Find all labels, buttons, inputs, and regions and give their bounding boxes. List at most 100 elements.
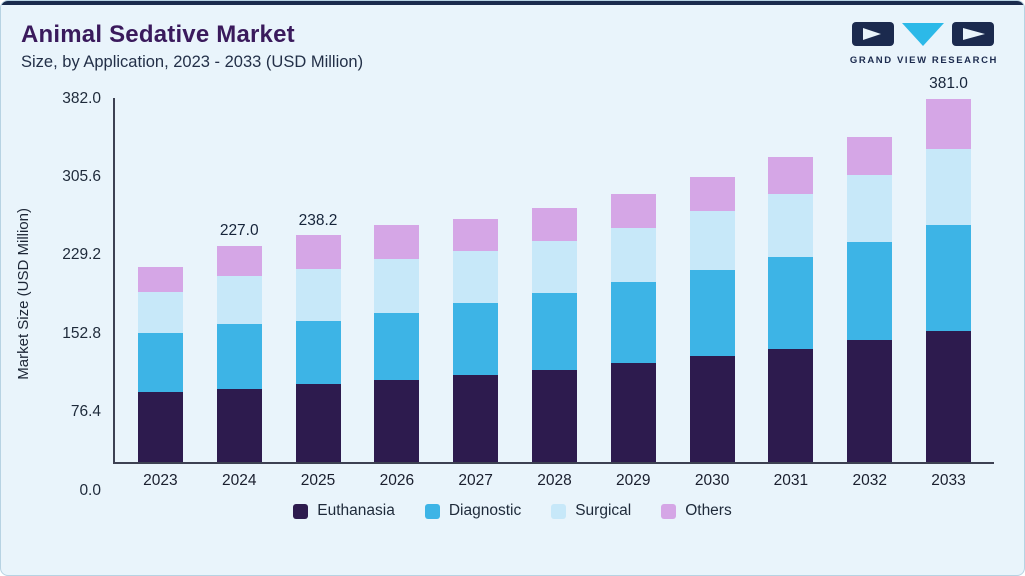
bar-segment-surgical-2027: [453, 251, 499, 304]
bar-segment-euthanasia-2027: [453, 374, 499, 462]
bar-segment-others-2029: [610, 194, 656, 229]
y-axis-title-column: Market Size (USD Million): [15, 98, 41, 490]
x-tick-label-2029: 2029: [616, 472, 651, 489]
legend-item-diagnostic: Diagnostic: [424, 502, 521, 520]
legend-label-surgical: Surgical: [575, 502, 632, 519]
bar-stack-2033: 381.0: [926, 76, 972, 462]
bar-column-2024: 227.0: [200, 98, 279, 462]
legend-label-euthanasia: Euthanasia: [317, 502, 395, 519]
bar-column-2023: [121, 98, 200, 462]
bar-stack-2032: [847, 98, 893, 462]
bar-segment-surgical-2024: [216, 276, 262, 324]
bar-segment-surgical-2033: [926, 148, 972, 225]
bar-segment-others-2023: [137, 266, 183, 293]
bar-segment-others-2026: [374, 225, 420, 260]
bar-stack-2029: [610, 98, 656, 462]
bar-segment-euthanasia-2024: [216, 388, 262, 462]
x-tick-label-2032: 2032: [852, 472, 887, 489]
x-tick-label-2028: 2028: [537, 472, 572, 489]
bar-stack-2025: 238.2: [295, 98, 341, 462]
bar-segment-diagnostic-2030: [689, 269, 735, 357]
legend-label-others: Others: [685, 502, 732, 519]
bar-stack-2030: [689, 98, 735, 462]
x-tick-label-2027: 2027: [458, 472, 493, 489]
x-tick-label-2023: 2023: [143, 472, 178, 489]
bar-segment-others-2031: [768, 156, 814, 195]
bar-segment-euthanasia-2033: [926, 330, 972, 462]
plot-area: 227.0 238.2 381.0: [113, 76, 994, 464]
bar-total-label-2024: 227.0: [219, 222, 259, 240]
bar-segment-others-2030: [689, 176, 735, 212]
bar-column-2027: [436, 98, 515, 462]
x-tick-label-2025: 2025: [300, 472, 336, 489]
bar-stack-2026: [374, 98, 420, 462]
bar-segment-euthanasia-2023: [137, 391, 183, 462]
chart-header: Animal Sedative Market Size, by Applicat…: [1, 5, 1024, 72]
bar-segment-diagnostic-2023: [137, 333, 183, 392]
bar-stack-2028: [531, 98, 577, 462]
bar-segment-diagnostic-2033: [926, 224, 972, 331]
bar-column-2033: 381.0: [909, 76, 988, 462]
y-tick-label: 152.8: [62, 324, 101, 342]
bar-segment-euthanasia-2028: [531, 369, 577, 462]
bar-segment-surgical-2030: [689, 211, 735, 270]
bar-segment-euthanasia-2026: [374, 379, 420, 462]
bar-column-2026: [357, 98, 436, 462]
bar-segment-surgical-2023: [137, 292, 183, 334]
chart-subtitle: Size, by Application, 2023 - 2033 (USD M…: [21, 53, 364, 71]
logo-mark-icon: [852, 22, 995, 46]
bar-stack-2027: [453, 98, 499, 462]
bar-segment-others-2028: [531, 208, 577, 241]
legend-item-surgical: Surgical: [551, 502, 631, 520]
bar-column-2032: [830, 98, 909, 462]
y-axis-title: Market Size (USD Million): [15, 208, 32, 380]
legend-item-others: Others: [661, 502, 732, 520]
bar-stack-2031: [768, 98, 814, 462]
bar-segment-diagnostic-2031: [768, 256, 814, 349]
y-tick-label: 76.4: [70, 402, 101, 420]
bar-segment-diagnostic-2024: [216, 323, 262, 389]
bar-segment-surgical-2031: [768, 194, 814, 257]
bar-total-label-2025: 238.2: [298, 211, 338, 229]
bar-column-2031: [752, 98, 831, 462]
bar-total-label-2033: 381.0: [929, 75, 968, 93]
x-tick-label-2030: 2030: [694, 472, 730, 489]
bar-segment-surgical-2028: [531, 240, 577, 294]
bar-segment-diagnostic-2026: [374, 312, 420, 380]
bar-segment-euthanasia-2029: [610, 363, 656, 462]
logo-text: GRAND VIEW RESEARCH: [849, 55, 998, 66]
y-tick-label: 382.0: [62, 89, 101, 107]
bar-segment-euthanasia-2032: [847, 340, 893, 462]
legend-item-euthanasia: Euthanasia: [293, 502, 395, 520]
bar-stack-2024: 227.0: [216, 98, 262, 462]
bar-segment-diagnostic-2032: [847, 241, 893, 341]
plot-column: 227.0 238.2 381.0 2023 2024 2025 2026 2027 2028…: [113, 76, 994, 490]
bar-segment-others-2025: [295, 235, 341, 269]
bar-segment-surgical-2032: [847, 175, 893, 242]
bar-segment-surgical-2026: [374, 259, 420, 313]
bar-segment-diagnostic-2025: [295, 321, 341, 384]
grand-view-research-logo: GRAND VIEW RESEARCH: [850, 21, 998, 66]
bar-column-2030: [673, 98, 752, 462]
chart-legend: Euthanasia Diagnostic Surgical Others: [1, 502, 1024, 520]
bar-column-2025: 238.2: [279, 98, 358, 462]
bar-segment-euthanasia-2031: [768, 348, 814, 462]
stacked-bar-chart: Market Size (USD Million) 0.0 76.4 152.8 22…: [15, 76, 994, 497]
bar-segment-diagnostic-2028: [531, 293, 577, 370]
x-axis: 2023 2024 2025 2026 2027 2028 2029 2030 2031 2032…: [113, 472, 994, 490]
y-tick-label: 229.2: [62, 246, 101, 264]
y-tick-label: 0.0: [79, 481, 101, 499]
title-block: Animal Sedative Market Size, by Applicat…: [21, 21, 363, 72]
bar-column-2028: [515, 98, 594, 462]
legend-swatch-euthanasia: [293, 503, 309, 519]
x-tick-label-2026: 2026: [379, 472, 415, 489]
bar-segment-others-2024: [216, 245, 262, 277]
bar-segment-others-2032: [847, 137, 893, 176]
bar-column-2029: [594, 98, 673, 462]
legend-swatch-surgical: [551, 503, 567, 519]
bar-segment-surgical-2029: [610, 228, 656, 283]
bar-segment-diagnostic-2029: [610, 282, 656, 364]
bar-segment-others-2027: [453, 219, 499, 252]
bar-segment-euthanasia-2030: [689, 356, 735, 462]
